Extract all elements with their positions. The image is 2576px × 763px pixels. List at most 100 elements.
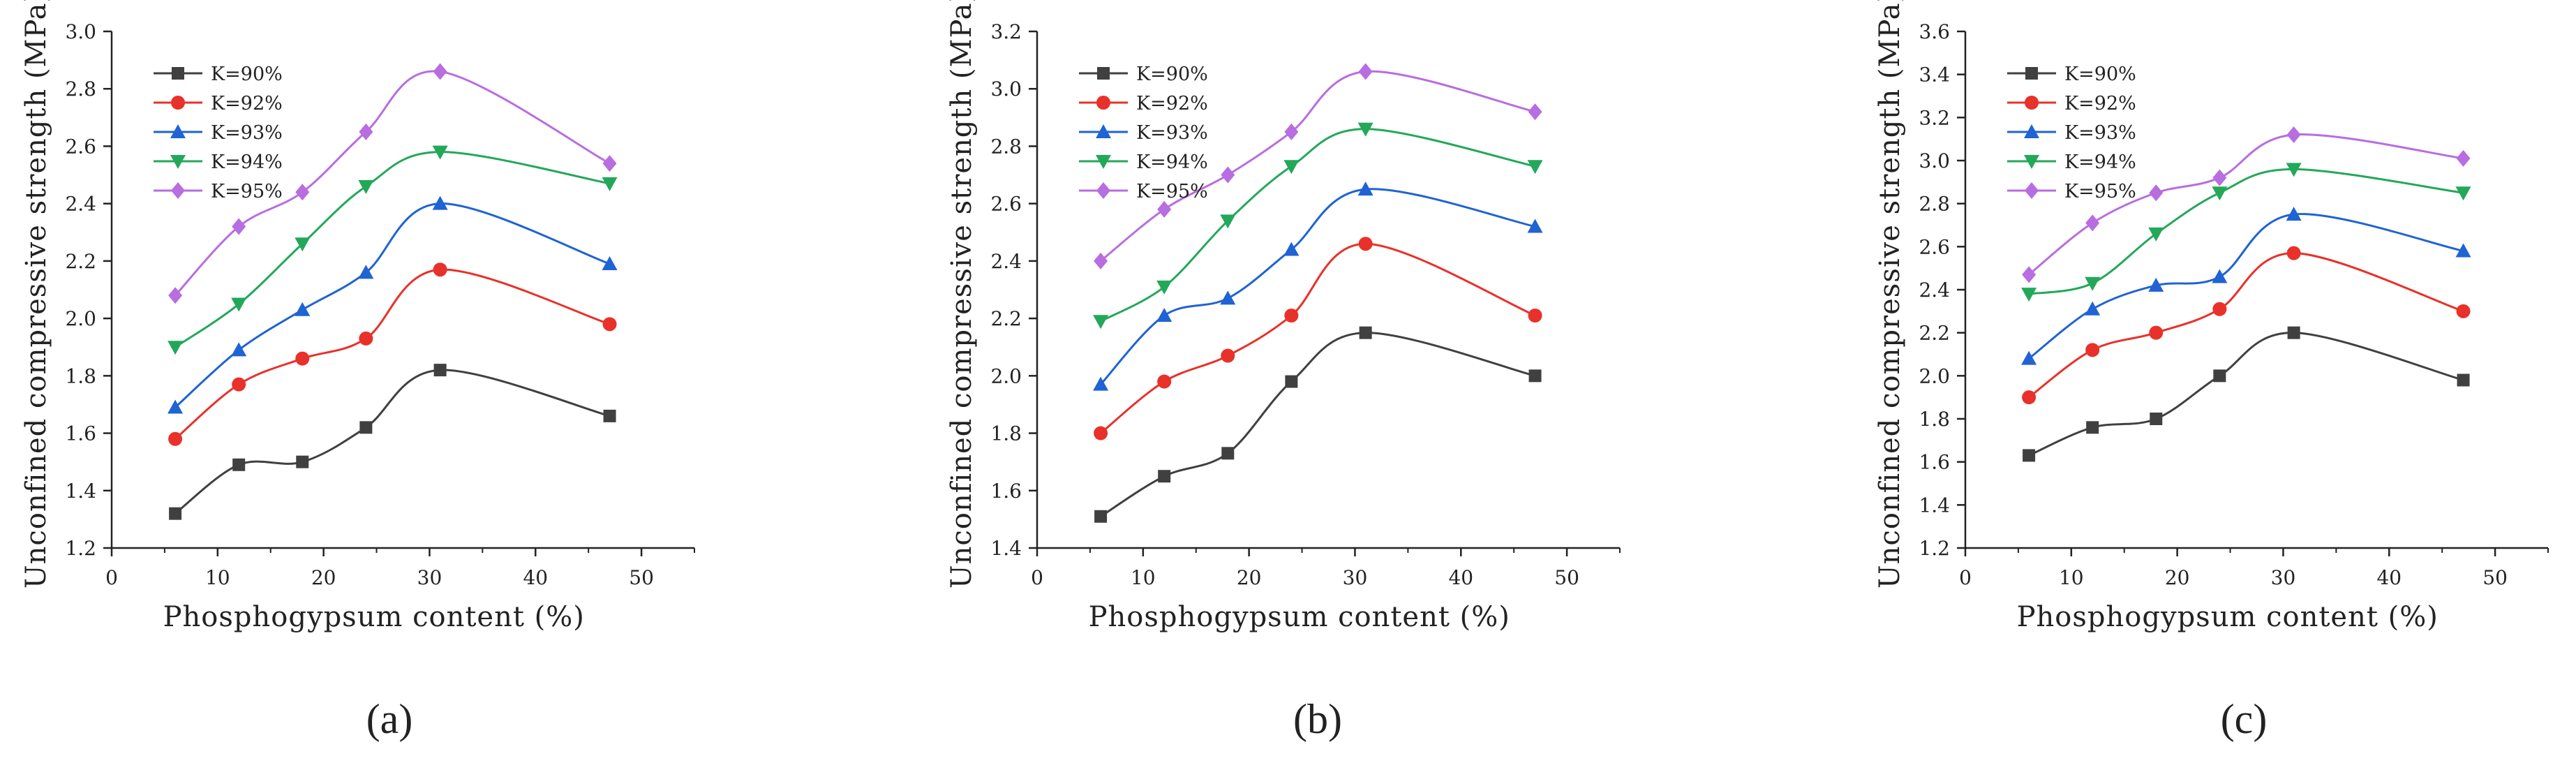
legend-label: K=95% [1136,181,1208,202]
data-point [1094,510,1108,523]
data-point [433,262,447,277]
y-tick-label: 1.6 [1919,451,1950,474]
data-point [295,237,311,252]
y-tick-label: 1.8 [990,422,1022,445]
legend-marker [1096,182,1110,199]
data-point [359,123,373,140]
y-tick-label: 3.0 [990,77,1022,101]
y-tick-label: 2.2 [990,307,1022,330]
data-point [296,455,309,468]
legend-label: K=94% [211,151,283,173]
y-tick-label: 2.6 [1919,235,1950,258]
y-tick-label: 1.4 [990,537,1022,560]
legend-label: K=90% [2064,64,2136,85]
y-axis-title: Unconfined compressive strength (MPa) [20,0,52,588]
legend-label: K=93% [1136,122,1208,144]
legend-label: K=92% [1136,93,1208,114]
series-line-1 [1100,332,1535,518]
y-tick-label: 2.4 [990,250,1022,273]
y-tick-label: 1.4 [65,480,96,503]
data-point [1528,309,1542,323]
data-point [2456,304,2471,318]
y-tick-label: 2.8 [990,135,1022,158]
x-tick-label: 30 [2271,566,2296,589]
data-point [1357,182,1373,196]
legend-marker [1096,155,1111,169]
data-point [295,184,310,201]
data-point [433,63,447,80]
y-tick-label: 2.0 [1919,364,1950,387]
y-tick-label: 1.2 [1919,537,1950,560]
x-tick-label: 30 [1343,566,1368,589]
data-point [1157,200,1172,218]
data-point [2286,246,2301,260]
chart-panel-1: 1.2 1.4 1.6 1.8 2.0 2.2 2.4 2.6 2.8 3.0 0 10 20 30 40 5… [20,0,695,742]
x-axis-title: Phosphogypsum content (%) [1089,601,1510,633]
y-tick-label: 2.2 [65,250,96,273]
data-point [2086,421,2099,434]
data-point [2022,390,2037,405]
data-point [1156,308,1172,322]
data-point [168,431,183,446]
y-tick-label: 3.2 [990,20,1022,43]
data-point [1157,374,1172,389]
series-line-2 [1100,242,1536,434]
data-point [602,256,618,270]
data-point [1158,470,1171,483]
legend-marker [2024,155,2039,169]
data-point [2150,413,2163,425]
legend-label: K=90% [1136,64,1208,85]
data-point [169,507,182,520]
y-tick-label: 2.4 [1919,279,1950,302]
data-point [1220,290,1236,305]
data-point [1527,218,1543,233]
y-tick-label: 2.8 [1919,193,1950,216]
data-point [2456,149,2471,167]
legend-marker [2025,182,2039,199]
data-point [2455,186,2471,201]
data-point [2212,169,2227,186]
data-point [232,458,246,471]
data-point [2149,184,2164,202]
x-tick-label: 0 [1031,566,1043,589]
legend-label: K=92% [211,93,283,114]
legend-label: K=90% [211,64,283,85]
y-tick-label: 1.4 [1919,494,1950,517]
data-point [1284,309,1299,323]
data-point [232,218,246,235]
data-point [1284,123,1299,140]
y-tick-label: 3.0 [65,20,96,43]
data-point [602,177,618,191]
data-point [2287,326,2300,339]
series-line-1 [174,369,610,514]
data-point [1093,376,1109,391]
y-tick-label: 1.8 [1919,408,1950,431]
x-tick-label: 10 [1131,566,1156,589]
x-tick-label: 20 [1237,566,1262,589]
legend-label: K=92% [2064,93,2136,114]
legend-marker [171,96,185,110]
y-tick-label: 2.8 [65,77,96,101]
legend-label: K=94% [2064,151,2136,173]
legend-marker [2025,96,2039,110]
data-point [2021,350,2037,365]
data-point [1156,280,1172,295]
y-tick-label: 1.6 [990,480,1022,503]
legend-marker [170,124,186,138]
x-tick-label: 10 [205,566,230,589]
legend-marker [2024,124,2039,138]
legend-marker [2025,67,2038,80]
y-tick-label: 2.6 [65,135,96,158]
data-point [2085,214,2100,232]
data-point [2286,126,2301,143]
data-point [1221,348,1235,363]
x-tick-label: 40 [523,566,548,589]
panel-label: (a) [366,696,413,742]
data-point [1357,122,1373,137]
x-axis-title: Phosphogypsum content (%) [163,601,585,633]
legend-marker [172,67,184,80]
legend-label: K=93% [2064,122,2136,144]
series-line-2 [2028,252,2464,399]
x-tick-label: 0 [1959,566,1972,589]
